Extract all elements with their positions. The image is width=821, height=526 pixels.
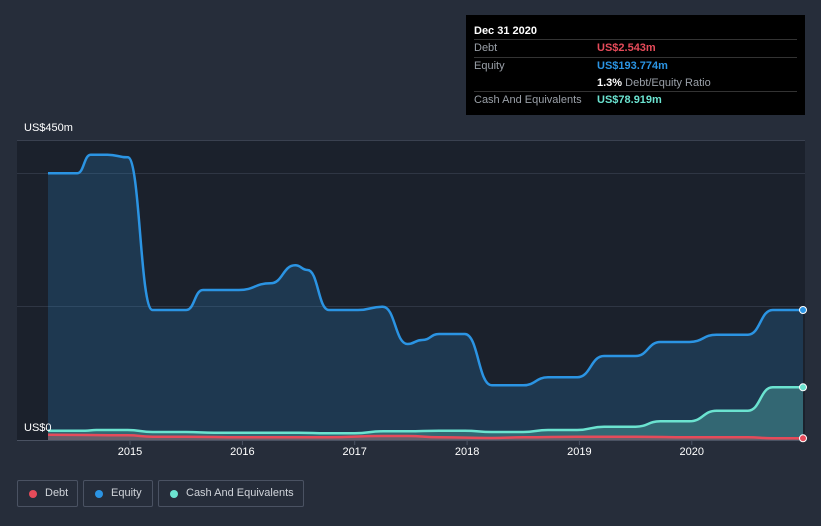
tooltip-ratio-row: 1.3% Debt/Equity Ratio: [474, 75, 797, 91]
cash-line: [47, 386, 803, 435]
x-tick-label-2020: 2020: [679, 446, 705, 458]
debt-line: [47, 433, 803, 440]
x-tick-marks: [129, 440, 693, 445]
x-tick-label-2015: 2015: [117, 446, 143, 458]
data-tooltip: Dec 31 2020 Debt US$2.543m Equity US$193…: [466, 15, 805, 115]
equity-area: [48, 154, 803, 440]
tooltip-cash-value: US$78.919m: [597, 94, 662, 106]
tooltip-ratio: 1.3% Debt/Equity Ratio: [597, 75, 711, 91]
tooltip-equity-label: Equity: [474, 60, 505, 72]
x-tick-label-2017: 2017: [342, 446, 367, 458]
equity-dot-icon: [95, 490, 103, 498]
tooltip-equity-row: Equity US$193.774m: [474, 57, 797, 75]
legend-equity-label: Equity: [111, 487, 142, 499]
debt-end-marker[interactable]: [799, 434, 807, 443]
legend-cash-label: Cash And Equivalents: [186, 487, 294, 499]
equity-line: [47, 153, 803, 387]
cash-dot-icon: [170, 490, 178, 498]
x-tick-label-2019: 2019: [567, 446, 592, 458]
y-axis-top-label: US$450m: [24, 122, 73, 134]
tooltip-ratio-label: Debt/Equity Ratio: [625, 77, 711, 89]
x-tick-label-2018: 2018: [454, 446, 480, 458]
legend-debt-toggle[interactable]: Debt: [17, 480, 78, 507]
y-axis-bottom-label: US$0: [24, 422, 52, 434]
tooltip-equity-value: US$193.774m: [597, 60, 668, 72]
tooltip-ratio-value: 1.3%: [597, 77, 623, 89]
legend-equity-toggle[interactable]: Equity: [83, 480, 153, 507]
tooltip-debt-row: Debt US$2.543m: [474, 39, 797, 57]
tooltip-debt-label: Debt: [474, 42, 498, 54]
tooltip-cash-label: Cash And Equivalents: [474, 94, 582, 106]
legend-cash-toggle[interactable]: Cash And Equivalents: [158, 480, 304, 507]
tooltip-cash-row: Cash And Equivalents US$78.919m: [474, 91, 797, 109]
x-tick-label-2016: 2016: [230, 446, 255, 458]
cash-end-marker[interactable]: [799, 383, 807, 392]
tooltip-debt-value: US$2.543m: [597, 42, 656, 54]
tooltip-date: Dec 31 2020: [474, 25, 537, 37]
debt-dot-icon: [29, 490, 37, 498]
equity-end-marker[interactable]: [799, 306, 807, 314]
plot-background: [17, 140, 805, 440]
legend-debt-label: Debt: [45, 487, 69, 499]
